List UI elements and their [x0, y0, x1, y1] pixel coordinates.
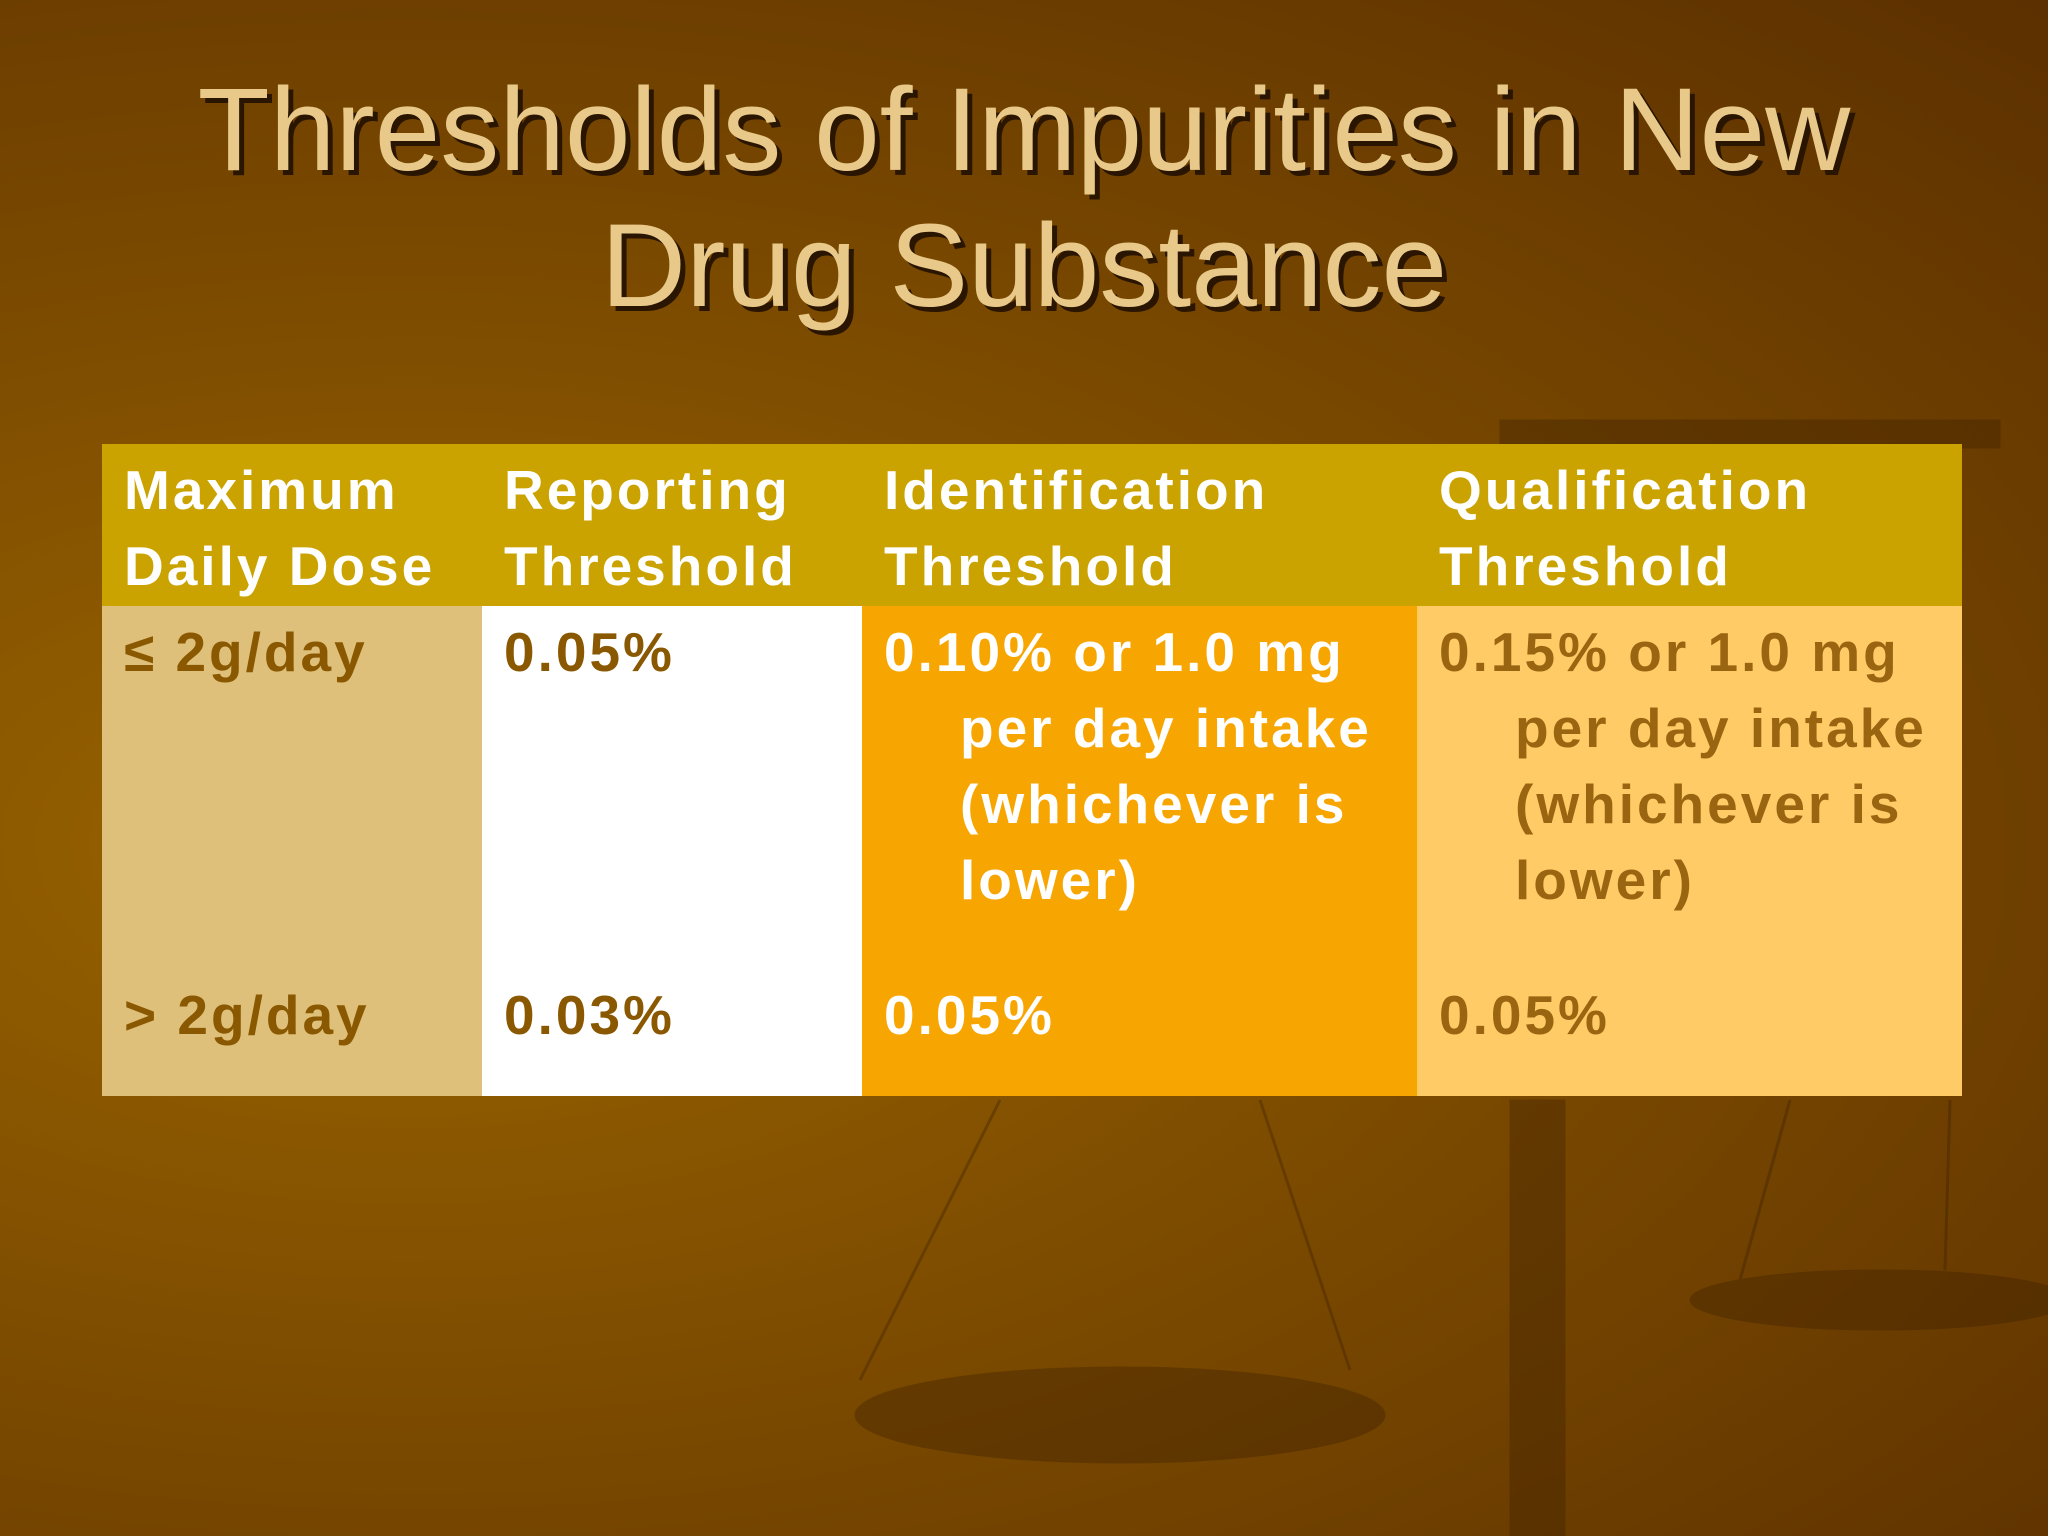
- table-row: ≤ 2g/day 0.05% 0.10% or 1.0 mg per day int…: [102, 606, 1962, 969]
- scale-string: [1943, 1099, 1952, 1271]
- scale-post: [1509, 1099, 1566, 1536]
- table-cell: 0.03%: [482, 969, 862, 1096]
- cell-text: 0.05%: [884, 984, 1055, 1046]
- cell-text: 0.05%: [1439, 984, 1610, 1046]
- table-row: > 2g/day 0.03% 0.05% 0.05%: [102, 969, 1962, 1096]
- scale-string: [858, 1099, 1002, 1381]
- table-cell: 0.05%: [482, 606, 862, 969]
- scale-string: [1258, 1099, 1352, 1371]
- cell-text: 0.15% or 1.0 mg per day intake (whicheve…: [1439, 621, 1927, 911]
- table-cell: 0.10% or 1.0 mg per day intake (whicheve…: [862, 606, 1417, 969]
- threshold-table: Maximum Daily Dose Reporting Threshold I…: [102, 444, 1962, 1096]
- scale-pan: [854, 1366, 1386, 1464]
- slide-title: Thresholds of Impurities in New Drug Sub…: [197, 64, 1851, 332]
- cell-text: 0.10% or 1.0 mg per day intake (whicheve…: [884, 621, 1372, 911]
- scale-beam: [1499, 419, 2001, 449]
- header-cell: Reporting Threshold: [482, 444, 862, 606]
- table-cell: > 2g/day: [102, 969, 482, 1096]
- cell-text: 0.05%: [504, 621, 675, 683]
- cell-text: ≤ 2g/day: [124, 621, 368, 683]
- cell-text: > 2g/day: [124, 984, 370, 1046]
- header-cell: Maximum Daily Dose: [102, 444, 482, 606]
- scale-string: [1738, 1099, 1792, 1281]
- header-cell: Qualification Threshold: [1417, 444, 1962, 606]
- table-cell: ≤ 2g/day: [102, 606, 482, 969]
- table-cell: 0.05%: [1417, 969, 1962, 1096]
- table-cell: 0.15% or 1.0 mg per day intake (whicheve…: [1417, 606, 1962, 969]
- header-row: Maximum Daily Dose Reporting Threshold I…: [102, 444, 1962, 606]
- cell-text: 0.03%: [504, 984, 675, 1046]
- scale-pan: [1689, 1269, 2048, 1331]
- header-cell: Identification Threshold: [862, 444, 1417, 606]
- table-cell: 0.05%: [862, 969, 1417, 1096]
